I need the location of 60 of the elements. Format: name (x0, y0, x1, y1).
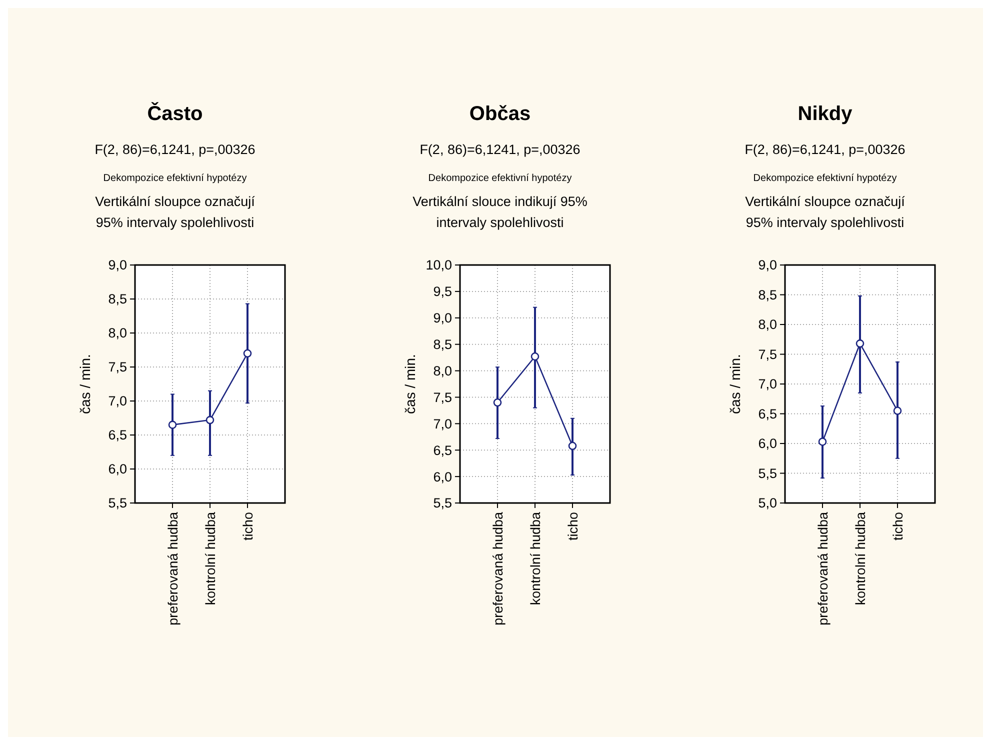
point (243, 349, 252, 358)
chart-subtitle: F(2, 86)=6,1241, p=,00326 (94, 142, 256, 157)
point (206, 416, 214, 424)
y-tick-label: 6,5 (758, 406, 777, 422)
y-tick-label: 5,5 (108, 496, 127, 511)
y-tick-label: 6,5 (108, 428, 127, 443)
point (568, 442, 577, 450)
text: Vertikální sloupce označují 95% intervaly spolehlivosti (745, 194, 906, 230)
y-tick-label: 9,0 (758, 258, 777, 273)
x-tick-label: ticho (240, 512, 256, 541)
point (818, 438, 827, 446)
text: Dekompozice efektivní hypotézy (753, 173, 897, 184)
x-tick-label: kontrolní hudba (528, 512, 543, 606)
y-tick-label: 7,0 (758, 376, 777, 392)
y-tick-label: 7,5 (758, 346, 777, 362)
y-tick-label: 5,5 (758, 466, 777, 481)
x-tick-label: kontrolní hudba (203, 512, 218, 606)
y-tick-label: 9,0 (108, 258, 127, 273)
chart-title: Občas (469, 103, 531, 125)
y-tick-label: 5,0 (758, 496, 777, 511)
y-tick-label: 8,5 (108, 292, 127, 307)
x-tick-label: ticho (566, 512, 580, 541)
y-tick-label: 8,5 (433, 337, 452, 352)
y-tick-label: 7,5 (108, 360, 127, 375)
y-tick-label: 6,5 (433, 442, 452, 458)
y-tick-label: 6,0 (433, 469, 452, 484)
y-tick-label: 9,5 (433, 284, 452, 300)
text: Dekompozice efektivní hypotézy (428, 173, 572, 184)
chart-subtitle: F(2, 86)=6,1241, p=,00326 (420, 142, 580, 157)
text: Dekompozice efektivní hypotézy (103, 173, 247, 184)
y-tick-label: 7,5 (433, 390, 452, 405)
point (168, 420, 177, 429)
text: Vertikální sloupce označují 95% intervaly spolehlivosti (95, 194, 256, 230)
chart-title: Nikdy (798, 103, 854, 125)
x-tick-label: preferovaná hudba (816, 512, 830, 626)
y-tick-label: 8,0 (433, 364, 452, 379)
x-tick-label: ticho (890, 512, 906, 541)
y-tick-label: 10,0 (426, 258, 452, 273)
y-axis-title: čas / min. (727, 354, 743, 414)
point (893, 406, 902, 415)
y-tick-label: 5,5 (433, 496, 452, 511)
y-tick-label: 9,0 (433, 310, 452, 326)
y-tick-label: 8,0 (108, 326, 127, 341)
y-tick-label: 7,0 (433, 416, 452, 432)
y-axis-title: čas / min. (402, 354, 418, 414)
chart-subtitle: F(2, 86)=6,1241, p=,00326 (744, 142, 906, 157)
x-tick-label: kontrolní hudba (853, 512, 868, 606)
y-tick-label: 7,0 (108, 394, 127, 409)
point (530, 352, 540, 361)
y-axis-title: čas / min. (77, 354, 93, 414)
y-tick-label: 6,0 (108, 462, 127, 477)
y-tick-label: 8,0 (758, 317, 777, 332)
text: Vertikální slouce indikují 95% intervaly spolehlivosti (412, 194, 588, 230)
point (493, 398, 502, 407)
y-tick-label: 6,0 (758, 436, 777, 452)
x-tick-label: preferovaná hudba (490, 512, 506, 626)
y-tick-label: 8,5 (758, 287, 777, 302)
chart-title: Často (147, 102, 203, 125)
x-tick-label: preferovaná hudba (166, 512, 180, 626)
point (856, 339, 864, 348)
